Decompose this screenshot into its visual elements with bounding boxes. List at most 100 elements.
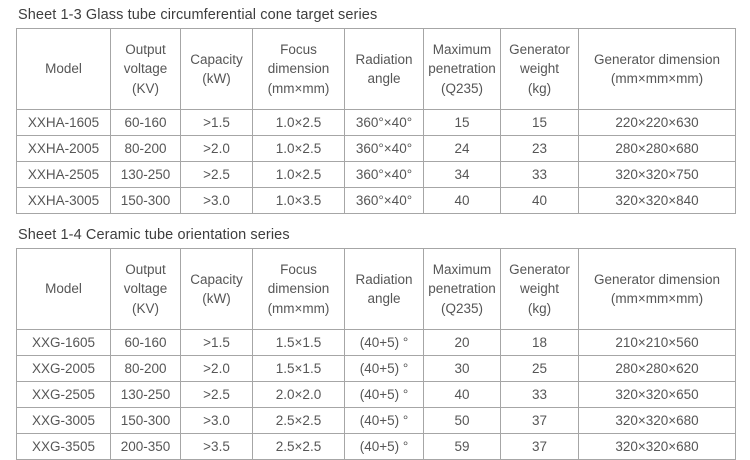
table-cell: 59 [423, 433, 501, 460]
model-cell: XXHA-2505 [16, 161, 111, 188]
sheet-1-4-title: Sheet 1-4 Ceramic tube orientation serie… [18, 227, 290, 243]
table-cell: 320×320×840 [578, 187, 736, 214]
table-cell: 50 [423, 407, 501, 434]
table-cell: 360°×40° [344, 135, 424, 162]
table-row: XXG-1605 60-160 >1.5 1.5×1.5 (40+5) ° 20 18 210… [16, 329, 736, 356]
table-cell: 24 [423, 135, 501, 162]
table-cell: 210×210×560 [578, 329, 736, 356]
sheet-1-4-section: Sheet 1-4 Ceramic tube orientation serie… [16, 227, 736, 460]
header-cell: Output voltage (KV) [110, 28, 181, 110]
header-cell: Radiation angle [344, 28, 424, 110]
table-cell: 320×320×650 [578, 381, 736, 408]
table-cell: 40 [423, 381, 501, 408]
glass-tube-spec-table: Model Output voltage (KV) Capacity (kW) Foc… [16, 28, 736, 214]
table-cell: (40+5) ° [344, 407, 424, 434]
model-cell: XXG-1605 [16, 329, 111, 356]
table-cell: >2.5 [180, 161, 253, 188]
table-row: XXHA-3005 150-300 >3.0 1.0×3.5 360°×40° 40 40 3… [16, 187, 736, 214]
header-cell: Maximum penetration (Q235) [423, 28, 501, 110]
table-row: XXHA-1605 60-160 >1.5 1.0×2.5 360°×40° 15 15 22… [16, 109, 736, 136]
table-cell: 33 [500, 381, 579, 408]
table-cell: 60-160 [110, 329, 181, 356]
table-cell: 200-350 [110, 433, 181, 460]
table-cell: >2.5 [180, 381, 253, 408]
header-cell: Model [16, 28, 111, 110]
table-cell: 20 [423, 329, 501, 356]
table-row: XXHA-2005 80-200 >2.0 1.0×2.5 360°×40° 24 23 28… [16, 135, 736, 162]
table-cell: (40+5) ° [344, 381, 424, 408]
table-cell: (40+5) ° [344, 355, 424, 382]
sheet-1-3-section: Sheet 1-3 Glass tube circumferential con… [16, 7, 736, 214]
table-row: XXG-3505 200-350 >3.5 2.5×2.5 (40+5) ° 59 37 32… [16, 433, 736, 460]
table-cell: 2.5×2.5 [252, 407, 345, 434]
table-cell: (40+5) ° [344, 433, 424, 460]
header-cell: Generator dimension (mm×mm×mm) [578, 248, 736, 330]
table-cell: 2.5×2.5 [252, 433, 345, 460]
table-cell: 1.5×1.5 [252, 329, 345, 356]
table-cell: 130-250 [110, 161, 181, 188]
table-cell: 320×320×750 [578, 161, 736, 188]
header-cell: Capacity (kW) [180, 28, 253, 110]
table-cell: 2.0×2.0 [252, 381, 345, 408]
table-row: XXG-2005 80-200 >2.0 1.5×1.5 (40+5) ° 30 25 280… [16, 355, 736, 382]
table-row: XXG-2505 130-250 >2.5 2.0×2.0 (40+5) ° 40 33 32… [16, 381, 736, 408]
model-cell: XXG-2005 [16, 355, 111, 382]
header-cell: Output voltage (KV) [110, 248, 181, 330]
table-cell: 280×280×620 [578, 355, 736, 382]
table-cell: 15 [423, 109, 501, 136]
table-cell: 30 [423, 355, 501, 382]
header-cell: Focus dimension (mm×mm) [252, 28, 345, 110]
table-cell: 1.0×2.5 [252, 135, 345, 162]
header-row: Model Output voltage (KV) Capacity (kW) Foc… [16, 248, 736, 330]
model-cell: XXHA-1605 [16, 109, 111, 136]
table-cell: >3.5 [180, 433, 253, 460]
table-cell: >1.5 [180, 109, 253, 136]
header-cell: Capacity (kW) [180, 248, 253, 330]
table-cell: 23 [500, 135, 579, 162]
header-cell: Focus dimension (mm×mm) [252, 248, 345, 330]
table-cell: 18 [500, 329, 579, 356]
header-cell: Generator weight (kg) [500, 248, 579, 330]
table-cell: 33 [500, 161, 579, 188]
table-cell: 320×320×680 [578, 407, 736, 434]
table-cell: 40 [423, 187, 501, 214]
table-cell: 1.0×3.5 [252, 187, 345, 214]
table-cell: 360°×40° [344, 161, 424, 188]
table-cell: 1.5×1.5 [252, 355, 345, 382]
header-cell: Maximum penetration (Q235) [423, 248, 501, 330]
table-cell: 150-300 [110, 407, 181, 434]
table-cell: 280×280×680 [578, 135, 736, 162]
table-cell: >3.0 [180, 187, 253, 214]
header-cell: Generator weight (kg) [500, 28, 579, 110]
ceramic-tube-spec-table: Model Output voltage (KV) Capacity (kW) Foc… [16, 248, 736, 460]
table-cell: 15 [500, 109, 579, 136]
table-cell: >2.0 [180, 135, 253, 162]
sheet-1-3-title: Sheet 1-3 Glass tube circumferential con… [18, 7, 378, 23]
header-cell: Model [16, 248, 111, 330]
table-cell: 1.0×2.5 [252, 109, 345, 136]
table-cell: 80-200 [110, 135, 181, 162]
table-cell: 40 [500, 187, 579, 214]
header-cell: Generator dimension (mm×mm×mm) [578, 28, 736, 110]
header-row: Model Output voltage (KV) Capacity (kW) Foc… [16, 28, 736, 110]
table-cell: >3.0 [180, 407, 253, 434]
table-cell: 220×220×630 [578, 109, 736, 136]
header-cell: Radiation angle [344, 248, 424, 330]
table-cell: (40+5) ° [344, 329, 424, 356]
table-cell: 37 [500, 407, 579, 434]
model-cell: XXHA-2005 [16, 135, 111, 162]
model-cell: XXG-3005 [16, 407, 111, 434]
table-cell: 360°×40° [344, 187, 424, 214]
model-cell: XXHA-3005 [16, 187, 111, 214]
table-cell: 34 [423, 161, 501, 188]
table-cell: 25 [500, 355, 579, 382]
model-cell: XXG-3505 [16, 433, 111, 460]
table-cell: 360°×40° [344, 109, 424, 136]
table-row: XXHA-2505 130-250 >2.5 1.0×2.5 360°×40° 34 33 3… [16, 161, 736, 188]
table-cell: 80-200 [110, 355, 181, 382]
table-cell: >1.5 [180, 329, 253, 356]
table-cell: 130-250 [110, 381, 181, 408]
model-cell: XXG-2505 [16, 381, 111, 408]
table-cell: 37 [500, 433, 579, 460]
